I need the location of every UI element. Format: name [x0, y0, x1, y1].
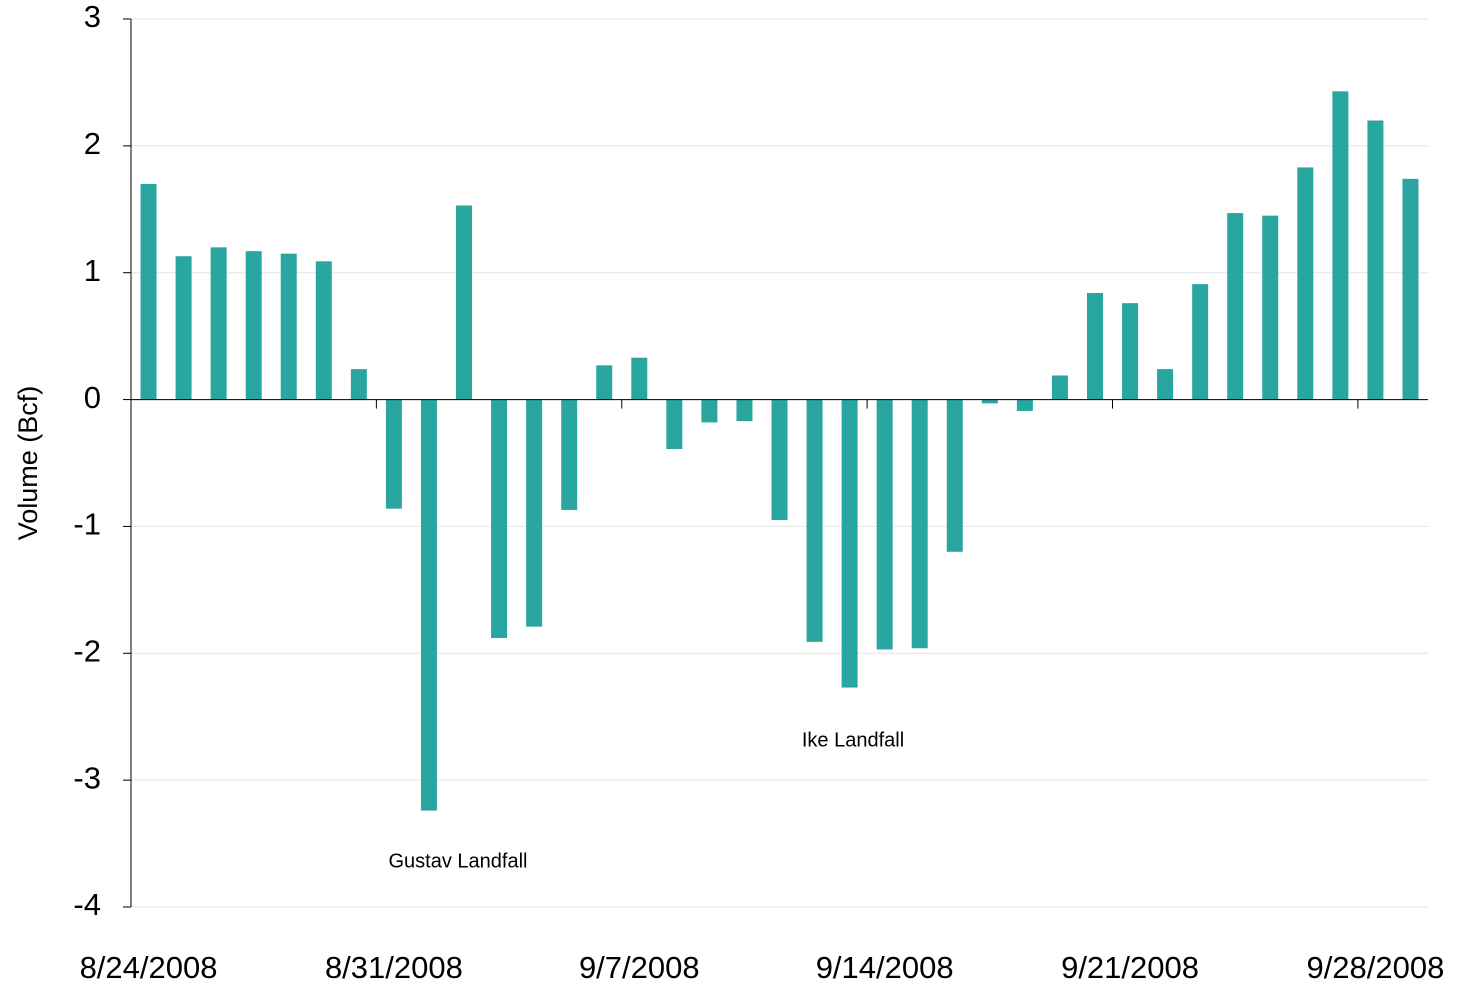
bar [771, 399, 788, 521]
bar [1192, 284, 1209, 400]
bar [1262, 215, 1279, 400]
bar [526, 399, 543, 627]
bar [1157, 369, 1174, 400]
bar [596, 365, 613, 400]
bar [1051, 375, 1068, 400]
bar [1227, 213, 1244, 400]
y-tick-label: -1 [73, 507, 101, 542]
bar [561, 399, 578, 510]
y-axis-title: Volume (Bcf) [13, 386, 43, 541]
x-tick-label: 9/21/2008 [1061, 950, 1199, 985]
y-tick-label: 0 [84, 380, 101, 415]
bar [1016, 399, 1033, 411]
annotation: Ike Landfall [802, 729, 904, 751]
bar [946, 399, 963, 552]
bar [140, 183, 157, 400]
y-tick-label: -4 [73, 887, 101, 922]
y-tick-label: 1 [84, 253, 101, 288]
bar [1332, 91, 1349, 400]
bar [456, 205, 473, 400]
annotation: Gustav Landfall [389, 850, 528, 872]
bar [385, 399, 402, 509]
bar [420, 399, 437, 811]
bar [1367, 120, 1384, 400]
x-tick-label: 8/24/2008 [80, 950, 218, 985]
y-tick-label: 3 [84, 0, 101, 34]
bar [315, 261, 332, 400]
bar [280, 253, 297, 400]
bar [350, 369, 367, 400]
bar [911, 399, 928, 649]
y-tick-label: -2 [73, 633, 101, 668]
bar [981, 399, 998, 404]
bar [491, 399, 508, 639]
bar [1297, 167, 1314, 400]
bar [1086, 293, 1103, 400]
x-tick-label: 8/31/2008 [325, 950, 463, 985]
bar [1122, 303, 1139, 400]
bar [175, 256, 192, 400]
x-tick-label: 9/7/2008 [579, 950, 700, 985]
bar [841, 399, 858, 688]
bar [666, 399, 683, 450]
bar [876, 399, 893, 650]
y-tick-label: -3 [73, 760, 101, 795]
bar [736, 399, 753, 422]
x-tick-label: 9/14/2008 [816, 950, 954, 985]
bar [1402, 178, 1419, 400]
bar [245, 251, 262, 400]
bar [631, 357, 648, 400]
bar [701, 399, 718, 423]
bar [210, 247, 227, 400]
y-tick-label: 2 [84, 126, 101, 161]
x-tick-label: 9/28/2008 [1306, 950, 1444, 985]
bar [806, 399, 823, 642]
